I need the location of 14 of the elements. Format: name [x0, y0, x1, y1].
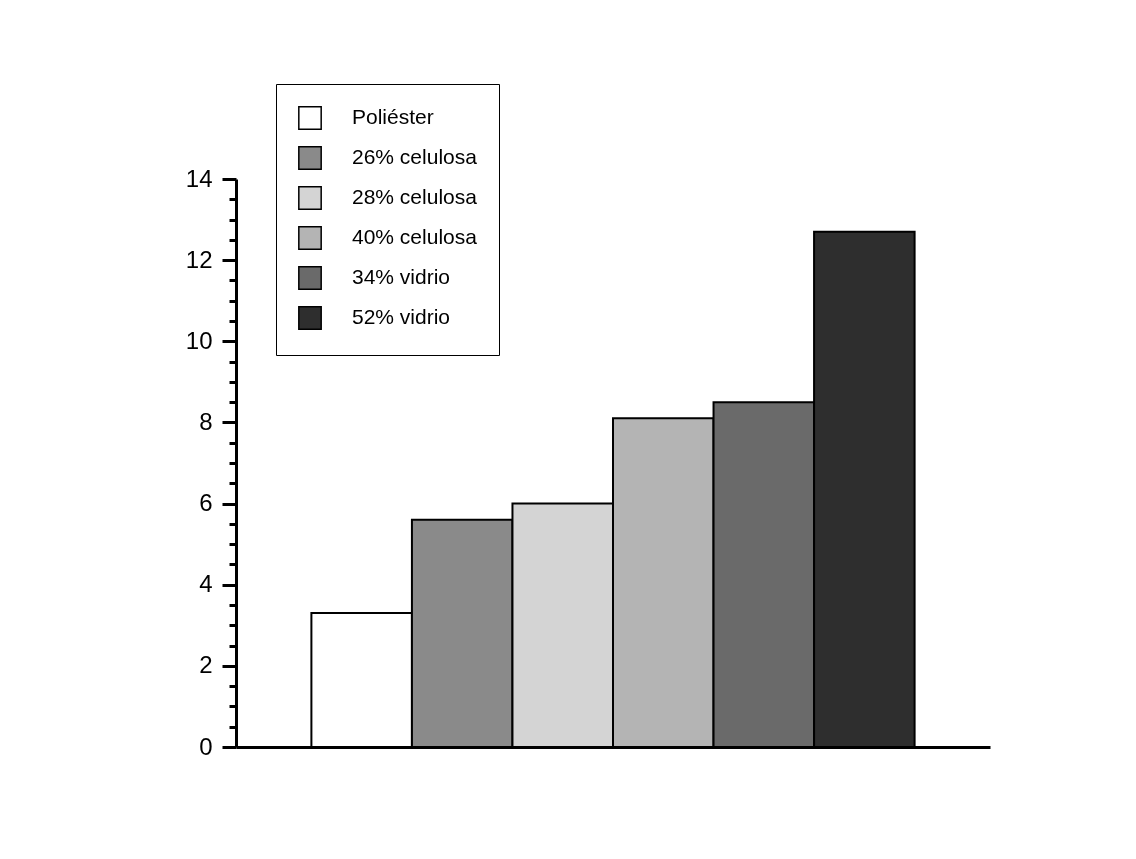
- legend-label: 26% celulosa: [352, 145, 478, 168]
- legend-label: 28% celulosa: [352, 185, 478, 208]
- y-tick-label: 12: [185, 245, 213, 273]
- legend-label: 40% celulosa: [352, 225, 478, 248]
- y-tick-label: 10: [185, 326, 213, 354]
- y-tick-label: 8: [199, 407, 213, 435]
- y-tick-label: 0: [199, 732, 213, 760]
- legend-label: 34% vidrio: [352, 265, 451, 288]
- legend-label: 52% vidrio: [352, 305, 451, 328]
- y-tick-label: 2: [199, 651, 213, 679]
- y-tick-label: 14: [185, 164, 213, 192]
- y-tick-label: 6: [199, 489, 213, 517]
- legend-label: Poliéster: [352, 105, 434, 128]
- y-tick-label: 4: [199, 570, 213, 598]
